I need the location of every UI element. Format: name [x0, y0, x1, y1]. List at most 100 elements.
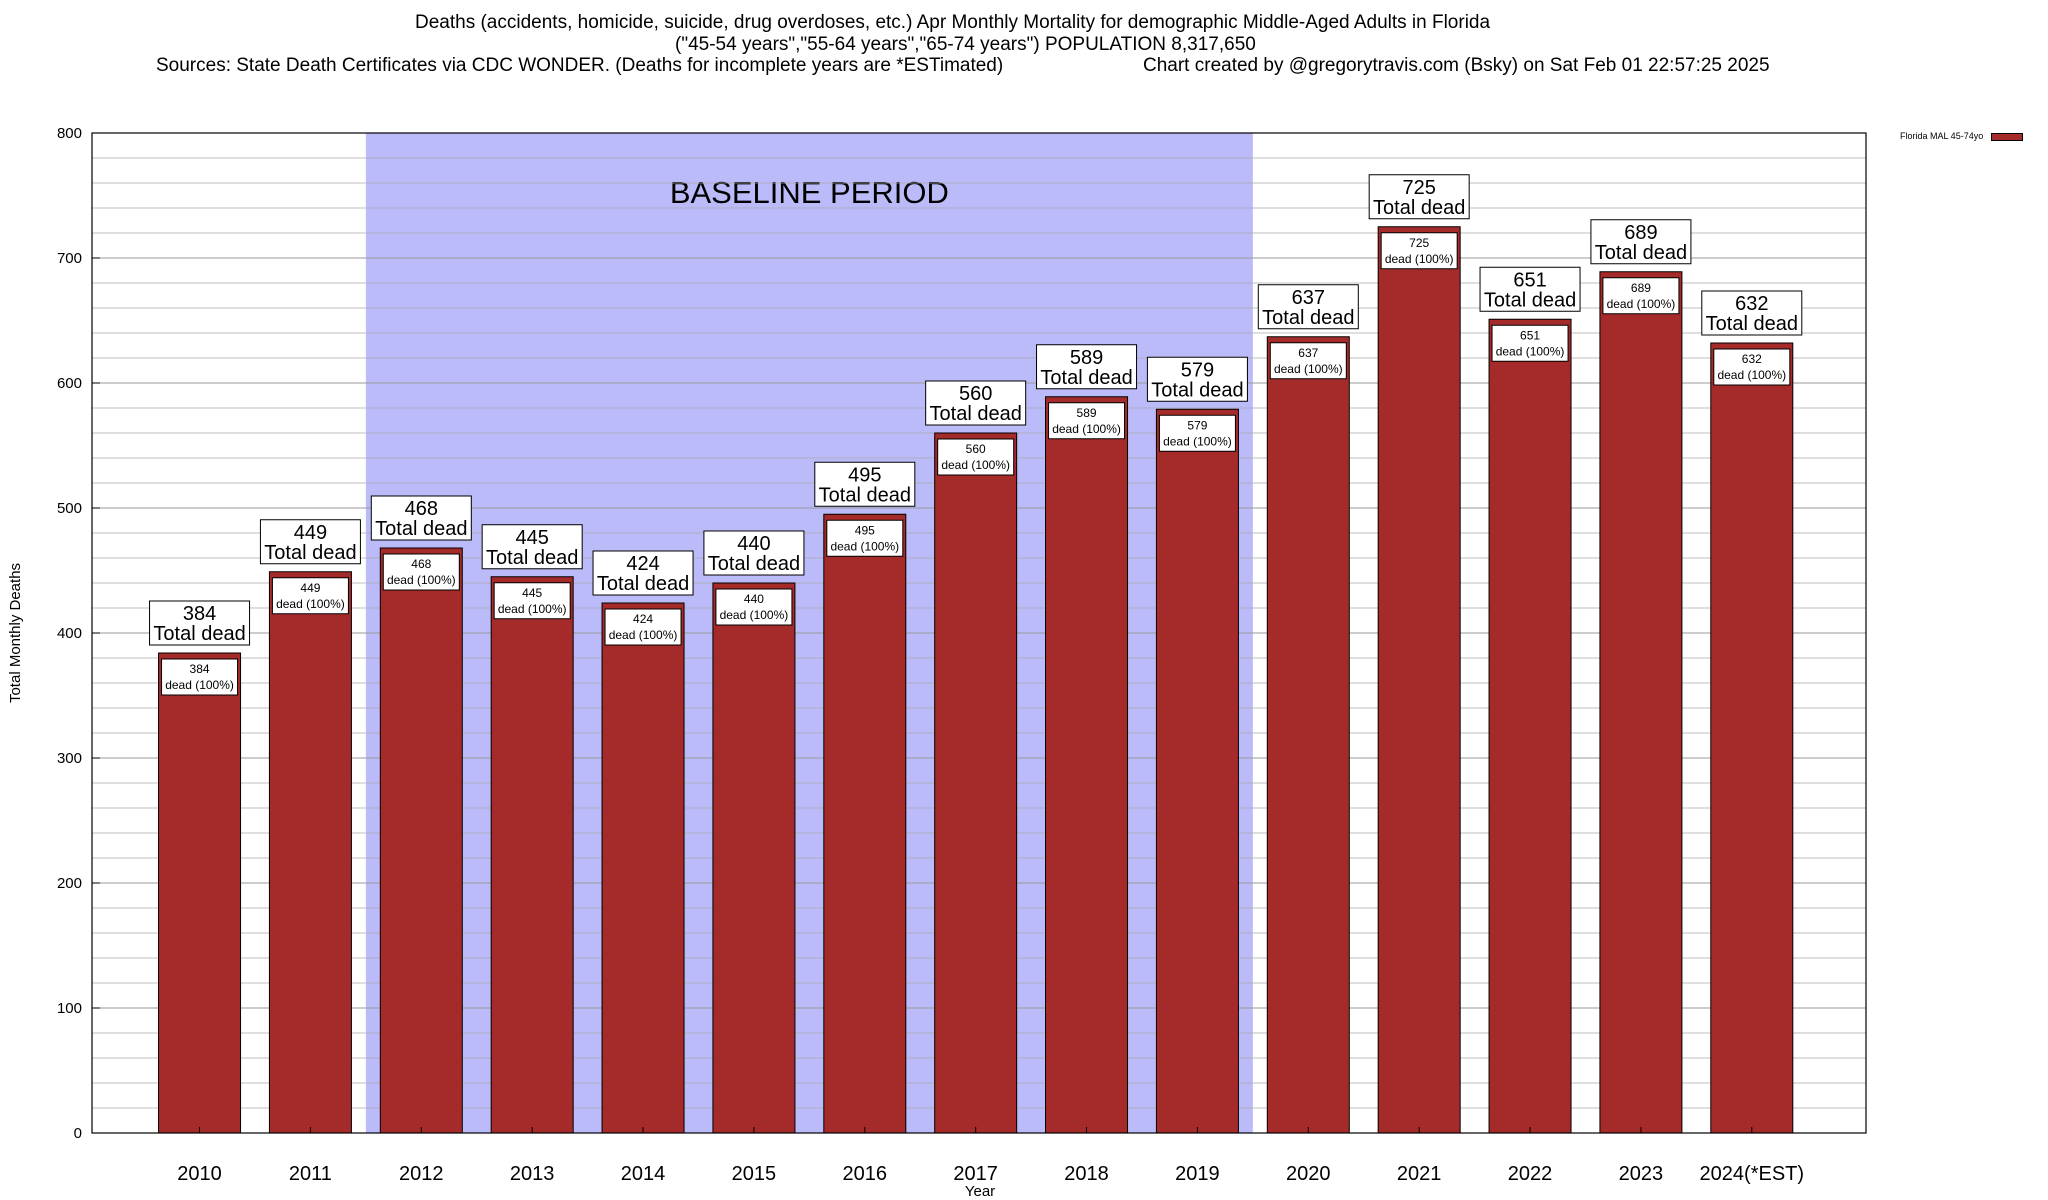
- bar-inner-dead-label: dead (100%): [165, 678, 234, 692]
- bar-inner-value-label: 495: [855, 523, 875, 537]
- bar-inner-dead-label: dead (100%): [1607, 297, 1676, 311]
- bar-total-dead-label: Total dead: [486, 547, 578, 569]
- bar-inner-dead-label: dead (100%): [1274, 362, 1343, 376]
- bar-outer-label-box: [1479, 266, 1581, 312]
- legend-swatch: [1991, 132, 2024, 141]
- bar-inner-value-label: 468: [411, 557, 431, 571]
- bar-2023: [1599, 271, 1683, 1134]
- bar-total-dead-label: Total dead: [708, 553, 800, 575]
- plot-frame: [91, 132, 1867, 1134]
- bar-inner-dead-label: dead (100%): [941, 458, 1010, 472]
- bar-outer-label-box: [1701, 290, 1803, 336]
- bar-total-dead-label: Total dead: [1151, 379, 1243, 401]
- bar-inner-value-label: 440: [744, 592, 764, 606]
- bar-value-label: 560: [959, 383, 992, 405]
- bar-total-dead-label: Total dead: [819, 484, 911, 506]
- bar-total-dead-label: Total dead: [375, 518, 467, 540]
- bar-inner-value-label: 560: [966, 442, 986, 456]
- bar-inner-dead-label: dead (100%): [1717, 368, 1786, 382]
- x-tick-label: 2019: [1175, 1163, 1220, 1185]
- bar-inner-label-box: [271, 577, 349, 615]
- bar-total-dead-label: Total dead: [1706, 313, 1798, 335]
- baseline-period-label: BASELINE PERIOD: [670, 175, 949, 210]
- bar-total-dead-label: Total dead: [1484, 289, 1576, 311]
- bar-value-label: 632: [1735, 293, 1768, 315]
- x-tick-label: 2022: [1508, 1163, 1553, 1185]
- bar-outer-label-box: [1590, 219, 1692, 265]
- y-tick-label: 300: [57, 750, 82, 767]
- bar-inner-label-box: [1602, 277, 1680, 315]
- x-axis-label: Year: [965, 1183, 995, 1200]
- bar-total-dead-label: Total dead: [1040, 367, 1132, 389]
- x-tick-label: 2011: [289, 1163, 332, 1185]
- bar-2012: [379, 547, 463, 1134]
- bar-total-dead-label: Total dead: [1373, 197, 1465, 219]
- bar-total-dead-label: Total dead: [597, 573, 689, 595]
- y-tick-label: 0: [74, 1125, 82, 1142]
- x-tick-label: 2020: [1286, 1163, 1331, 1185]
- bar-inner-dead-label: dead (100%): [1163, 434, 1232, 448]
- x-tick-label: 2016: [843, 1163, 888, 1185]
- x-tick-label: 2018: [1064, 1163, 1109, 1185]
- x-tick-label: 2014: [621, 1163, 666, 1185]
- x-tick-label: 2021: [1397, 1163, 1442, 1185]
- bar-2020: [1266, 336, 1350, 1134]
- bar-2015: [712, 582, 796, 1134]
- bar-inner-label-box: [1713, 348, 1791, 386]
- y-tick-label: 800: [57, 125, 82, 142]
- bar-2021: [1377, 226, 1461, 1134]
- bar-2013: [490, 576, 574, 1134]
- bar-value-label: 637: [1292, 287, 1325, 309]
- bar-outer-label-box: [370, 495, 472, 541]
- bar-total-dead-label: Total dead: [1262, 307, 1354, 329]
- bar-outer-label-box: [149, 600, 251, 646]
- bar-outer-label-box: [1036, 344, 1138, 390]
- bar-value-label: 424: [626, 553, 659, 575]
- bar-inner-value-label: 424: [633, 612, 653, 626]
- bar-inner-label-box: [1158, 414, 1236, 452]
- bar-outer-label-box: [592, 550, 694, 596]
- y-tick-label: 200: [57, 875, 82, 892]
- bar-inner-value-label: 384: [190, 662, 210, 676]
- bar-outer-label-box: [481, 524, 583, 570]
- bar-inner-value-label: 725: [1409, 236, 1429, 250]
- bar-inner-dead-label: dead (100%): [1496, 344, 1565, 358]
- bar-value-label: 689: [1624, 222, 1657, 244]
- bar-inner-value-label: 579: [1187, 418, 1207, 432]
- bar-inner-value-label: 689: [1631, 281, 1651, 295]
- bar-inner-dead-label: dead (100%): [1385, 252, 1454, 266]
- x-tick-label: 2015: [732, 1163, 777, 1185]
- bar-total-dead-label: Total dead: [264, 542, 356, 564]
- bar-inner-value-label: 445: [522, 586, 542, 600]
- bar-outer-label-box: [1368, 174, 1470, 220]
- bar-inner-label-box: [826, 519, 904, 557]
- bar-inner-dead-label: dead (100%): [1052, 422, 1121, 436]
- y-tick-label: 400: [57, 625, 82, 642]
- bar-inner-label-box: [493, 582, 571, 620]
- bar-inner-label-box: [161, 658, 239, 696]
- bar-outer-label-box: [1146, 356, 1248, 402]
- legend-label: Florida MAL 45-74yo: [1900, 131, 1984, 141]
- bar-value-label: 579: [1181, 359, 1214, 381]
- bar-inner-value-label: 589: [1077, 406, 1097, 420]
- chart-legend: Florida MAL 45-74yo: [1900, 131, 2024, 141]
- bar-2024(*EST): [1710, 342, 1794, 1134]
- y-tick-label: 100: [57, 1000, 82, 1017]
- bar-inner-value-label: 449: [300, 581, 320, 595]
- x-tick-label: 2012: [399, 1163, 444, 1185]
- bar-inner-dead-label: dead (100%): [830, 539, 899, 553]
- bar-inner-label-box: [1491, 324, 1569, 362]
- bar-outer-label-box: [925, 380, 1027, 426]
- bar-value-label: 725: [1402, 177, 1435, 199]
- bar-inner-label-box: [1048, 402, 1126, 440]
- bar-inner-label-box: [1380, 232, 1458, 270]
- x-tick-label: 2017: [953, 1163, 998, 1185]
- bar-2016: [823, 513, 907, 1134]
- bar-inner-label-box: [937, 438, 1015, 476]
- x-tick-label: 2010: [177, 1163, 222, 1185]
- y-tick-label: 600: [57, 375, 82, 392]
- bar-total-dead-label: Total dead: [1595, 242, 1687, 264]
- bar-inner-label-box: [1269, 342, 1347, 380]
- bar-inner-label-box: [715, 588, 793, 626]
